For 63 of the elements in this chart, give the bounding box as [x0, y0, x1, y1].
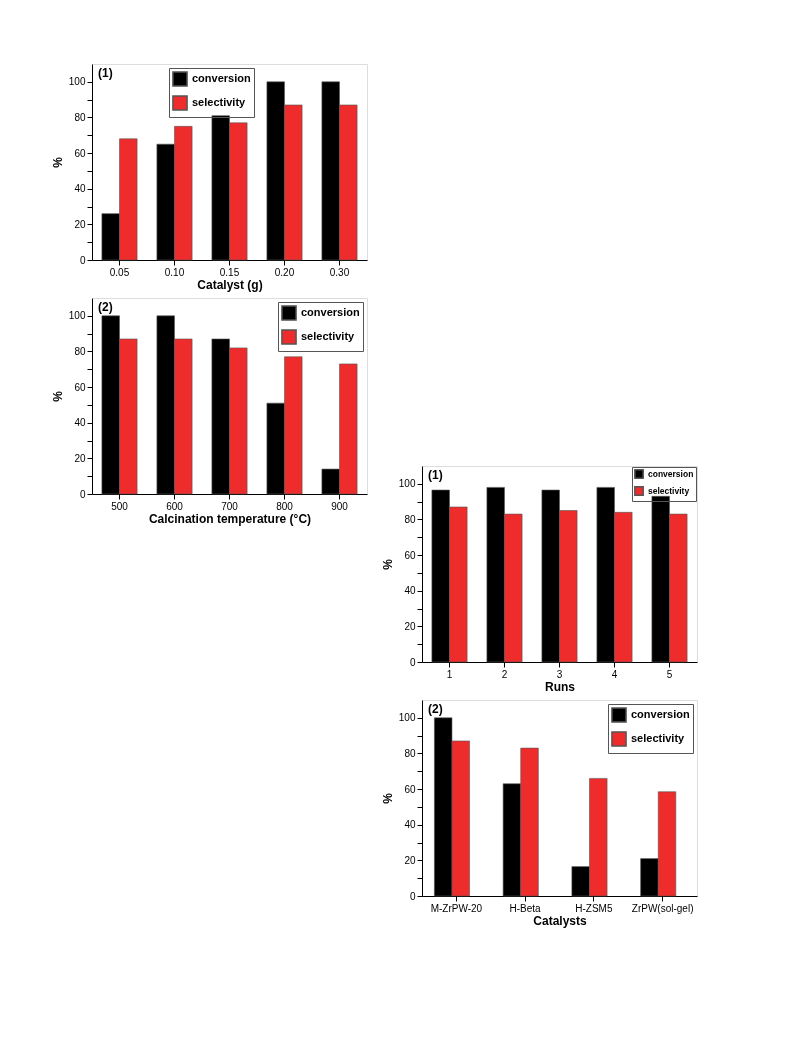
x-tick-label: ZrPW(sol-gel) — [631, 902, 694, 914]
y-tick-label: 20 — [404, 854, 416, 866]
y-tick-label: 60 — [74, 381, 86, 393]
x-tick-label: M-ZrPW-20 — [430, 902, 483, 914]
y-axis-title: % — [50, 156, 65, 168]
x-tick-label: 0.20 — [274, 266, 295, 278]
y-tick-label: 0 — [79, 254, 86, 266]
x-tick-label: 5 — [666, 668, 673, 680]
legend-label: conversion — [648, 469, 694, 479]
x-tick-label: 500 — [111, 500, 129, 512]
y-tick-label: 20 — [74, 452, 86, 464]
annotation: (1) — [428, 468, 443, 482]
y-tick-label: 0 — [409, 656, 416, 668]
y-tick-label: 60 — [74, 147, 86, 159]
annotation: (2) — [428, 702, 443, 716]
x-axis-title: Runs — [545, 679, 576, 694]
legend-label: conversion — [192, 72, 251, 84]
legend-label: selectivity — [192, 96, 247, 108]
y-tick-label: 100 — [68, 310, 86, 322]
legend-label: selectivity — [631, 732, 686, 744]
y-tick-label: 0 — [79, 488, 86, 500]
y-tick-label: 40 — [74, 417, 86, 429]
x-tick-label: 3 — [556, 668, 563, 680]
y-tick-label: 80 — [74, 111, 86, 123]
y-tick-label: 100 — [398, 478, 416, 490]
annotation: (2) — [98, 300, 113, 314]
y-tick-label: 20 — [74, 218, 86, 230]
legend-label: conversion — [301, 306, 360, 318]
y-axis-title: % — [380, 558, 395, 570]
y-tick-label: 100 — [68, 76, 86, 88]
y-tick-label: 80 — [404, 513, 416, 525]
x-tick-label: 1 — [446, 668, 453, 680]
annotation: (1) — [98, 66, 113, 80]
x-tick-label: H-Beta — [509, 902, 542, 914]
y-tick-label: 40 — [74, 183, 86, 195]
y-tick-label: 40 — [404, 819, 416, 831]
y-tick-label: 40 — [404, 585, 416, 597]
x-tick-label: 0.05 — [109, 266, 130, 278]
x-tick-label: 0.30 — [329, 266, 350, 278]
x-tick-label: 600 — [166, 500, 184, 512]
x-tick-label: 4 — [611, 668, 618, 680]
y-tick-label: 60 — [404, 783, 416, 795]
legend-label: selectivity — [648, 486, 690, 496]
y-axis-title: % — [380, 792, 395, 804]
x-tick-label: 2 — [501, 668, 508, 680]
y-tick-label: 100 — [398, 712, 416, 724]
x-tick-label: 0.15 — [219, 266, 240, 278]
x-tick-label: 900 — [331, 500, 349, 512]
y-tick-label: 80 — [404, 747, 416, 759]
x-axis-title: Catalysts — [533, 913, 587, 928]
y-tick-label: 80 — [74, 345, 86, 357]
x-axis-title: Catalyst (g) — [197, 277, 263, 292]
x-axis-title: Calcination temperature (°C) — [148, 511, 312, 526]
x-tick-label: 0.10 — [164, 266, 185, 278]
y-axis-title: % — [50, 390, 65, 402]
x-tick-label: 800 — [276, 500, 294, 512]
y-tick-label: 60 — [404, 549, 416, 561]
x-tick-label: 700 — [221, 500, 239, 512]
legend-label: conversion — [631, 708, 690, 720]
x-tick-label: H-ZSM5 — [575, 902, 613, 914]
legend-label: selectivity — [301, 330, 356, 342]
y-tick-label: 0 — [409, 890, 416, 902]
y-tick-label: 20 — [404, 620, 416, 632]
